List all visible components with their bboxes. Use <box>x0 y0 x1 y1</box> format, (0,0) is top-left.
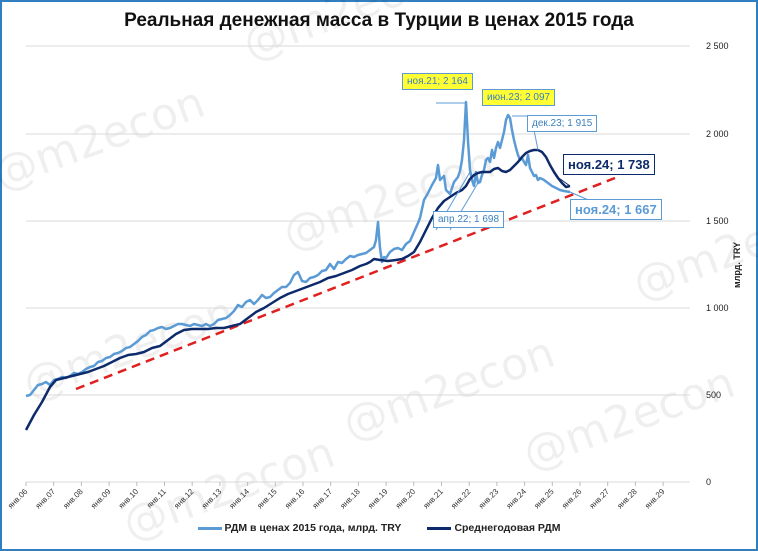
callout-nov21-peak: ноя.21; 2 164 <box>402 73 473 90</box>
legend: РДМ в ценах 2015 года, млрд. TRY Среднег… <box>0 522 758 534</box>
y-axis-ticks: 2 500 2 000 1 500 1 000 500 0 <box>706 41 729 487</box>
legend-item-rdm: РДМ в ценах 2015 года, млрд. TRY <box>197 522 402 534</box>
x-tick-label: янв.27 <box>588 487 612 511</box>
y-axis-label: млрд. TRY <box>732 242 742 288</box>
legend-swatch-rdm <box>197 526 222 530</box>
series-avg-line <box>24 148 571 431</box>
callout-jun23-peak: июн.23; 2 097 <box>482 89 556 106</box>
callout-apr22: апр.22; 1 698 <box>433 211 505 228</box>
legend-label-rdm: РДМ в ценах 2015 года, млрд. TRY <box>224 522 402 534</box>
x-tick-label: янв.21 <box>421 487 445 511</box>
svg-text:2 000: 2 000 <box>706 129 729 139</box>
svg-text:@m2econ: @m2econ <box>276 137 501 260</box>
x-tick-label: янв.23 <box>477 487 501 511</box>
x-tick-label: янв.07 <box>34 487 58 511</box>
x-tick-label: янв.17 <box>311 487 335 511</box>
legend-swatch-avg <box>427 526 452 530</box>
x-tick-label: янв.24 <box>505 487 529 511</box>
x-tick-label: янв.22 <box>449 487 473 511</box>
x-tick-label: янв.20 <box>394 487 418 511</box>
x-tick-label: янв.06 <box>6 487 30 511</box>
svg-text:1 500: 1 500 <box>706 216 729 226</box>
x-tick-label: янв.09 <box>89 487 113 511</box>
svg-text:1 000: 1 000 <box>706 303 729 313</box>
x-tick-label: янв.18 <box>338 487 362 511</box>
x-tick-label: янв.28 <box>615 487 639 511</box>
callout-dec23: дек.23; 1 915 <box>527 115 598 132</box>
callout-nov24-rdm: ноя.24; 1 667 <box>570 199 662 220</box>
x-tick-label: янв.19 <box>366 487 390 511</box>
legend-label-avg: Среднегодовая РДМ <box>454 522 561 534</box>
x-tick-label: янв.29 <box>643 487 667 511</box>
x-tick-label: янв.25 <box>532 487 556 511</box>
svg-text:@m2econ: @m2econ <box>0 77 211 200</box>
callout-nov24-avg: ноя.24; 1 738 <box>563 154 655 175</box>
svg-text:@m2econ: @m2econ <box>16 287 241 410</box>
series-rdm-line <box>25 100 571 398</box>
svg-text:500: 500 <box>706 390 721 400</box>
chart-title: Реальная денежная масса в Турции в ценах… <box>124 10 634 31</box>
x-tick-label: янв.26 <box>560 487 584 511</box>
x-tick-label: янв.08 <box>61 487 85 511</box>
legend-item-avg: Среднегодовая РДМ <box>427 522 560 534</box>
svg-text:0: 0 <box>706 477 711 487</box>
svg-text:@m2econ: @m2econ <box>236 0 461 70</box>
x-axis-ticks: янв.06 янв.07 янв.08 янв.09 янв.10 янв.11 янв.… <box>6 482 667 510</box>
svg-text:2 500: 2 500 <box>706 41 729 51</box>
trend-line <box>75 176 616 391</box>
